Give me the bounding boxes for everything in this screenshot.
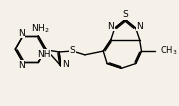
Text: N: N <box>108 22 114 31</box>
Text: N: N <box>136 22 143 31</box>
Text: NH$_2$: NH$_2$ <box>31 22 49 35</box>
Text: S: S <box>70 46 75 55</box>
Text: N: N <box>18 61 24 70</box>
Text: CH$_3$: CH$_3$ <box>160 45 177 57</box>
Text: S: S <box>122 10 128 19</box>
Text: N: N <box>18 29 24 38</box>
Text: N: N <box>62 60 68 69</box>
Text: NH: NH <box>37 50 51 59</box>
